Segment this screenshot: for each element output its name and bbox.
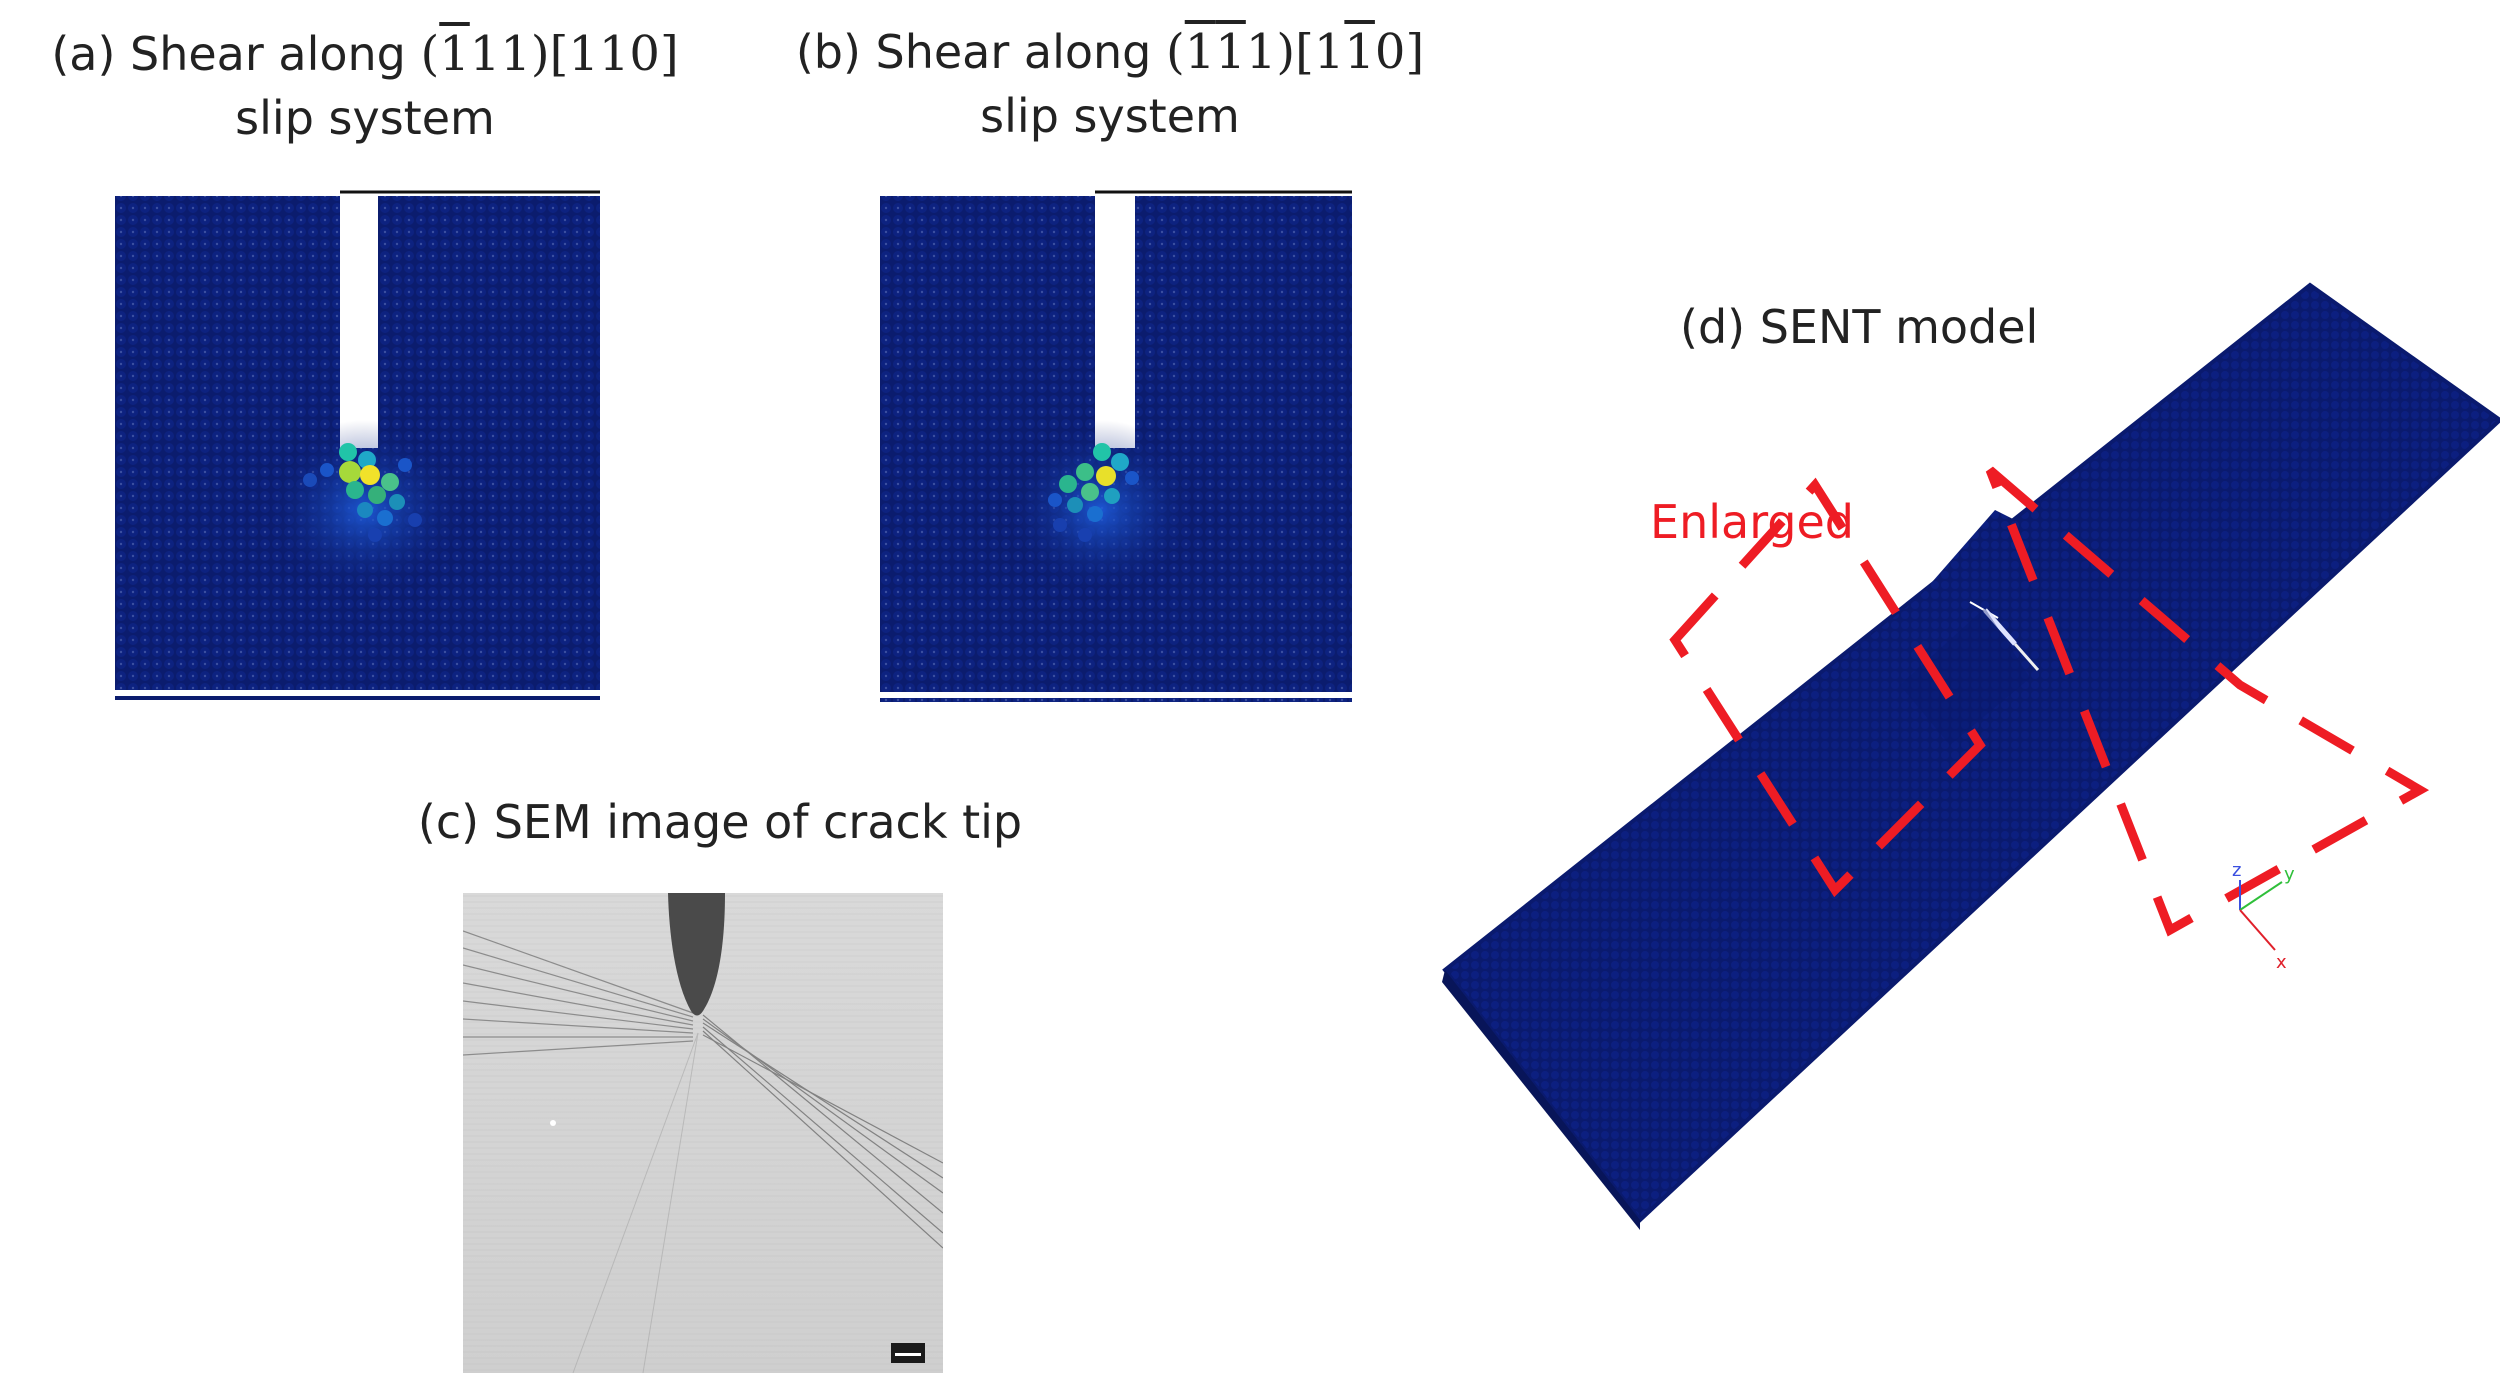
panel-c-caption: (c) SEM image of crack tip bbox=[417, 795, 1023, 849]
panel-b-caption-line2: slip system bbox=[980, 89, 1240, 143]
panel-a-plane: (111)[110] bbox=[420, 26, 679, 82]
panel-b-stress-atoms bbox=[1048, 443, 1139, 542]
panel-b-caption-line1: (b) Shear along (111)[110] bbox=[795, 24, 1425, 80]
panel-a-stress-atoms bbox=[303, 443, 422, 542]
panel-d-caption: (d) SENT model bbox=[1680, 300, 2039, 354]
axis-y-label: y bbox=[2284, 864, 2295, 885]
panel-b-plane: (111)[110] bbox=[1166, 24, 1425, 80]
axis-x-label: x bbox=[2276, 952, 2287, 973]
axis-triad: z y x bbox=[2232, 860, 2295, 973]
panel-b-atom-image bbox=[880, 190, 1352, 702]
slip-band-right bbox=[702, 1014, 943, 1249]
axis-z-label: z bbox=[2232, 860, 2241, 881]
panel-c-sem-image bbox=[463, 893, 943, 1373]
enlarged-box bbox=[1669, 466, 2430, 937]
crack-shape bbox=[668, 893, 725, 1016]
sent-notch bbox=[1912, 510, 2090, 690]
panel-a-caption-line2: slip system bbox=[235, 91, 495, 145]
panel-d-sent-model: z y x bbox=[1430, 270, 2500, 1230]
panel-b-caption: (b) Shear along (111)[110] slip system bbox=[790, 20, 1430, 148]
slip-band-down bbox=[572, 1032, 699, 1373]
enlarged-label: Enlarged bbox=[1650, 495, 1854, 549]
slip-band-left bbox=[463, 930, 694, 1056]
panel-a-caption-line1: (a) Shear along (111)[110] bbox=[51, 26, 679, 82]
panel-a-caption: (a) Shear along (111)[110] slip system bbox=[20, 22, 710, 150]
panel-a-atom-image bbox=[115, 190, 600, 700]
